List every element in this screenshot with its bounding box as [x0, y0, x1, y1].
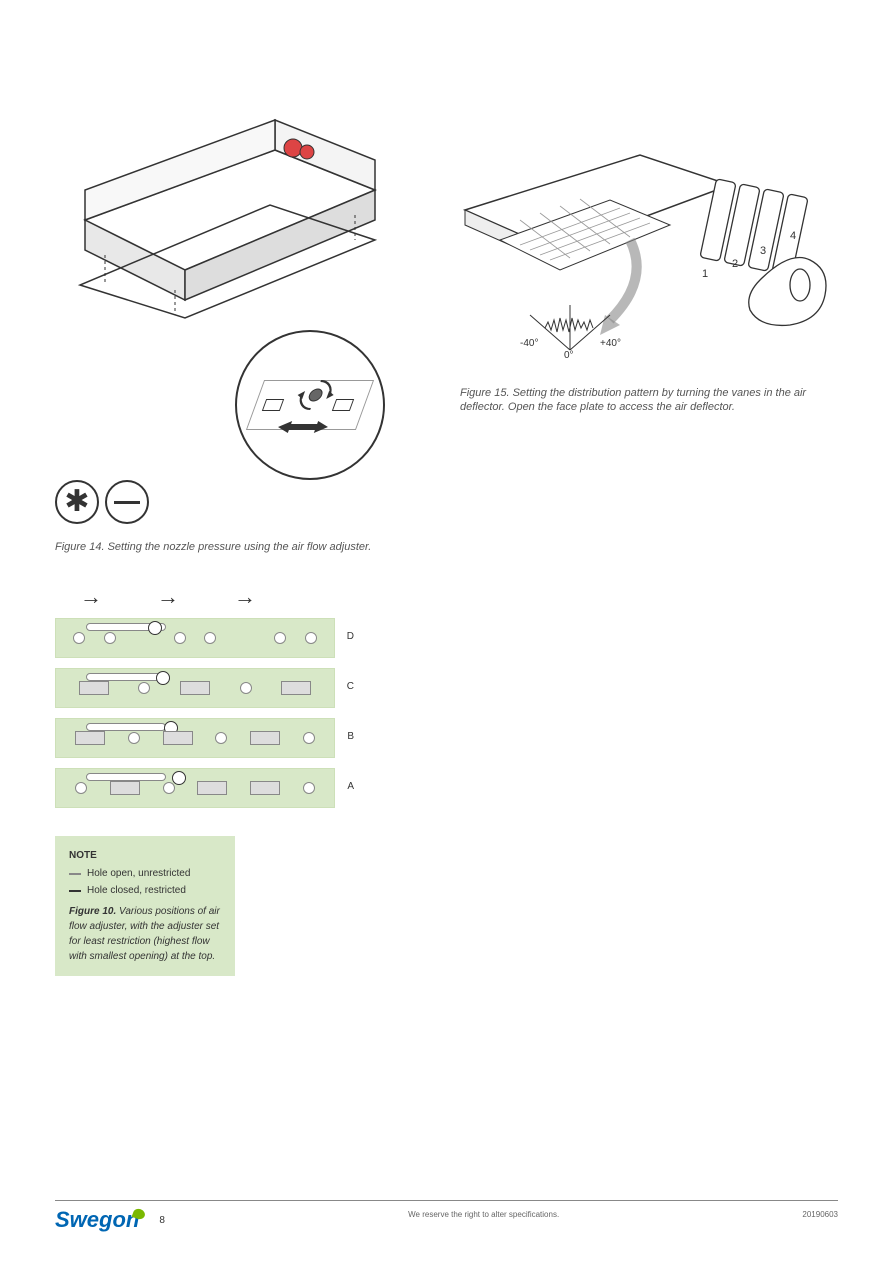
setting-row-c: C — [55, 668, 335, 708]
slide-arrow-icon — [275, 419, 331, 435]
row-label: C — [347, 681, 354, 692]
angle-zero: 0° — [564, 350, 574, 361]
hole-closed — [197, 781, 227, 795]
unit-svg — [55, 100, 395, 320]
figure-14-caption: Figure 14. Setting the nozzle pressure u… — [55, 540, 435, 554]
row-label: B — [347, 731, 354, 742]
swegon-logo: Swegon — [55, 1207, 139, 1233]
hole-closed — [281, 681, 311, 695]
hole-closed — [75, 731, 105, 745]
zoom-detail-circle — [235, 330, 385, 480]
hole-open — [303, 732, 315, 744]
hole-open — [303, 782, 315, 794]
zoom-slot — [332, 399, 354, 411]
hole-closed — [250, 781, 280, 795]
setting-row-d: D — [55, 618, 335, 658]
angle-neg: -40° — [520, 338, 538, 349]
note-line-closed: Hole closed, restricted — [69, 883, 221, 898]
hole-open — [138, 682, 150, 694]
note-caption: Figure 10. Various positions of air flow… — [69, 904, 221, 964]
direction-arrows: → → → — [55, 586, 435, 608]
hole-closed — [79, 681, 109, 695]
bar-holes — [56, 769, 334, 807]
vane-num: 1 — [702, 268, 708, 280]
angle-pos: +40° — [600, 338, 621, 349]
figure-15-caption: Figure 15. Setting the distribution patt… — [460, 386, 840, 415]
note-text: Hole closed, restricted — [87, 883, 186, 898]
figure-15-svg — [460, 150, 840, 380]
note-line-open: Hole open, unrestricted — [69, 866, 221, 881]
note-title: NOTE — [69, 848, 221, 863]
hole-open — [215, 732, 227, 744]
hole-open — [73, 632, 85, 644]
page-footer: Swegon 8 We reserve the right to alter s… — [55, 1200, 838, 1233]
bar-holes — [56, 619, 334, 657]
hole-closed — [180, 681, 210, 695]
note-box: NOTE Hole open, unrestricted Hole closed… — [55, 836, 235, 976]
vane-num: 4 — [790, 230, 796, 242]
pressure-settings: D C — [55, 618, 435, 808]
hole-open — [240, 682, 252, 694]
torx-glyph: ✱ — [64, 487, 89, 517]
left-column: ✱ Figure 14. Setting the nozzle pressure… — [55, 100, 435, 976]
figure-15-diagram: -40° 0° +40° 1 2 3 4 — [460, 150, 840, 380]
hole-closed — [163, 731, 193, 745]
right-column: -40° 0° +40° 1 2 3 4 Figure 15. Setting … — [460, 150, 840, 415]
hole-open — [104, 632, 116, 644]
hole-open — [274, 632, 286, 644]
footer-center: We reserve the right to alter specificat… — [165, 1207, 803, 1219]
page: ✱ Figure 14. Setting the nozzle pressure… — [0, 0, 893, 1263]
hole-open — [128, 732, 140, 744]
hole-open — [204, 632, 216, 644]
note-text: Hole open, unrestricted — [87, 866, 190, 881]
dash-open-icon — [69, 873, 81, 875]
torx-driver-icon: ✱ — [55, 480, 99, 524]
row-label: D — [347, 631, 354, 642]
setting-row-b: B — [55, 718, 335, 758]
arrow-icon: → — [234, 586, 256, 608]
hole-open — [305, 632, 317, 644]
hole-closed — [250, 731, 280, 745]
setting-row-a: A — [55, 768, 335, 808]
vane-num: 3 — [760, 245, 766, 257]
dash-closed-icon — [69, 890, 81, 892]
arrow-icon: → — [157, 586, 179, 608]
vane-num: 2 — [732, 258, 738, 270]
tool-icons: ✱ — [55, 480, 149, 524]
hole-open — [174, 632, 186, 644]
figure-14-diagram: ✱ — [55, 100, 435, 540]
ceiling-unit-iso — [55, 100, 395, 320]
note-caption-label: Figure 10. — [69, 906, 116, 917]
flat-driver-icon — [105, 480, 149, 524]
zoom-slot — [262, 399, 284, 411]
bar-holes — [56, 669, 334, 707]
slot-glyph — [114, 501, 140, 504]
hole-open — [163, 782, 175, 794]
row-label: A — [347, 781, 354, 792]
zoom-inner-panel — [246, 380, 374, 430]
hole-closed — [110, 781, 140, 795]
footer-right: 20190603 — [802, 1207, 838, 1219]
bar-holes — [56, 719, 334, 757]
hole-open — [75, 782, 87, 794]
arrow-icon: → — [80, 586, 102, 608]
